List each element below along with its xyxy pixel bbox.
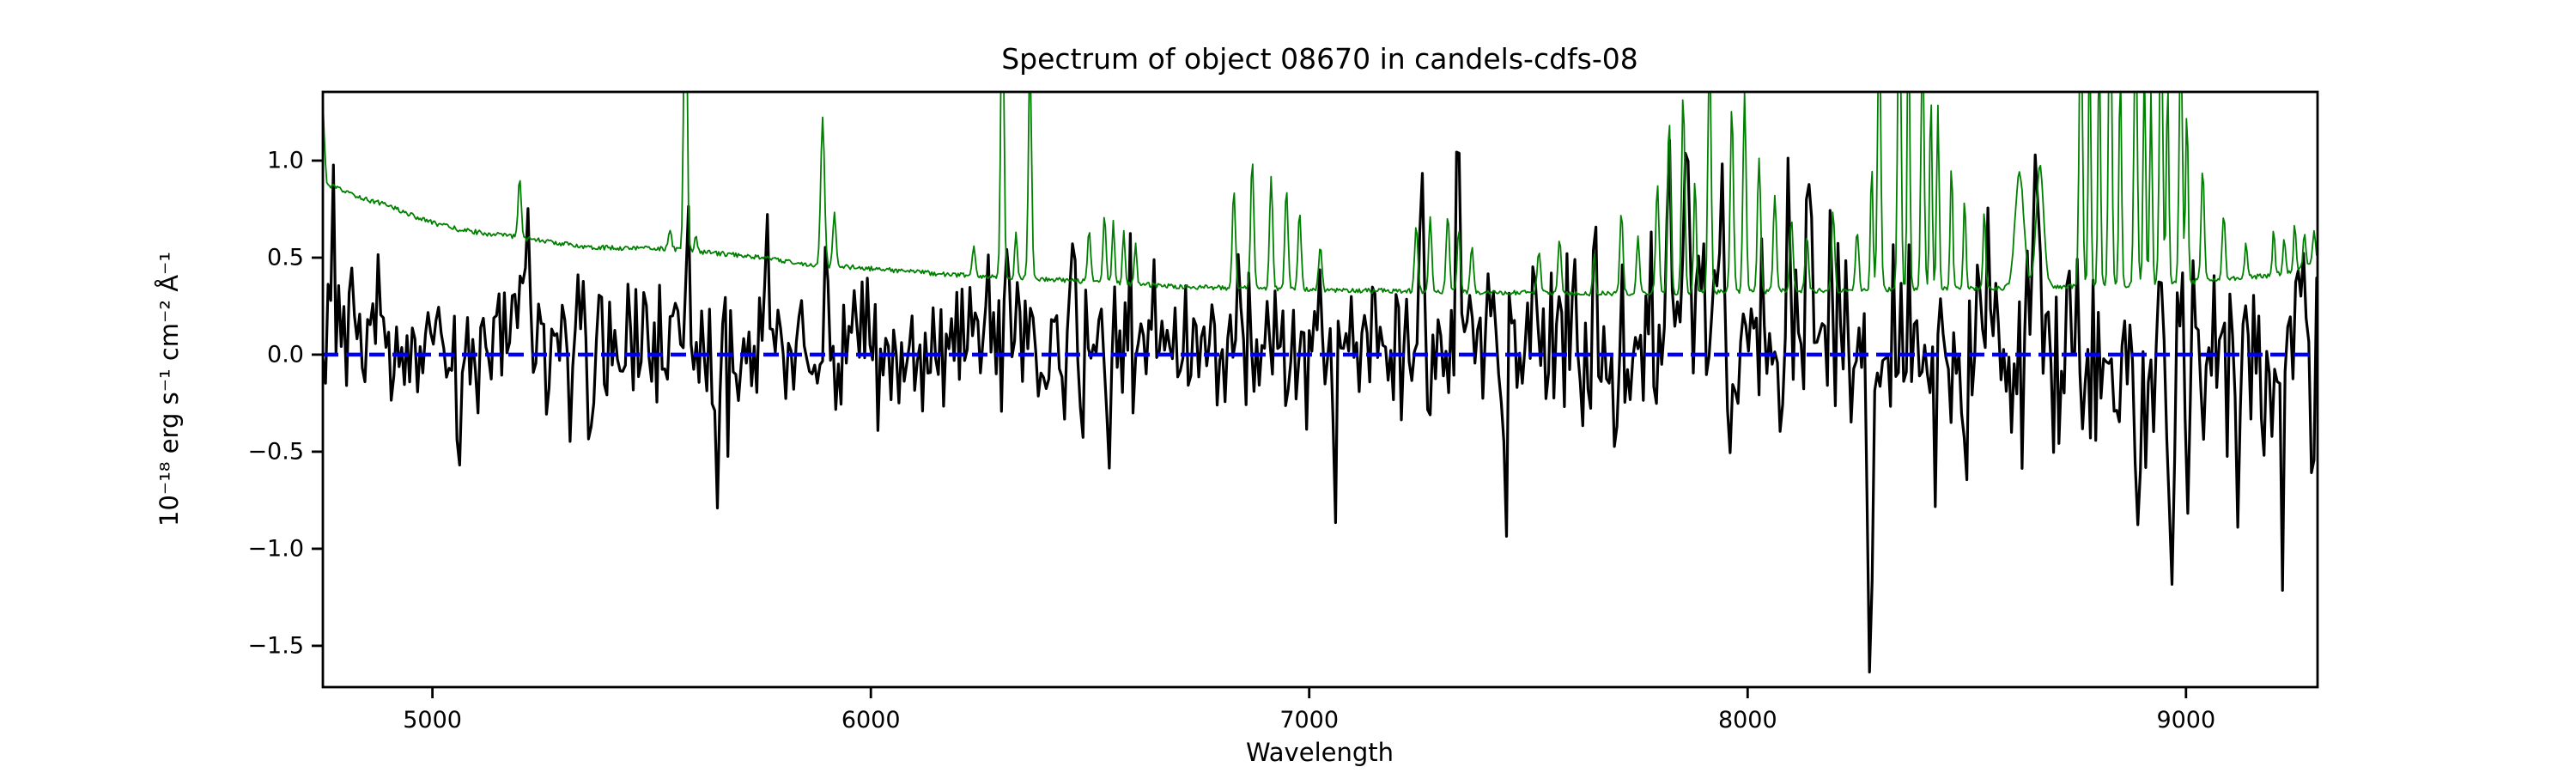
flux-spectrum-line: [323, 138, 2318, 674]
sky-spectrum-line: [323, 92, 2318, 297]
x-tick-label: 9000: [2156, 707, 2215, 733]
y-tick-label: −1.5: [247, 632, 304, 659]
y-tick-label: 1.0: [267, 148, 304, 174]
y-axis-ticks: 1.0 0.5 0.0 −0.5 −1.0 −1.5: [247, 148, 323, 659]
y-tick-label: −1.0: [247, 535, 304, 562]
chart-title: Spectrum of object 08670 in candels-cdfs…: [1001, 42, 1638, 76]
x-tick-label: 7000: [1279, 707, 1339, 733]
x-tick-label: 5000: [403, 707, 462, 733]
x-tick-label: 6000: [841, 707, 901, 733]
y-axis-label: 10⁻¹⁸ erg s⁻¹ cm⁻² Å⁻¹: [155, 252, 184, 526]
x-axis-ticks: 5000 6000 7000 8000 9000: [403, 687, 2215, 733]
y-tick-label: −0.5: [247, 438, 304, 465]
x-tick-label: 8000: [1718, 707, 1777, 733]
y-tick-label: 0.0: [267, 341, 304, 368]
x-axis-label: Wavelength: [1246, 738, 1394, 767]
axes-frame: [321, 90, 2319, 689]
y-tick-label: 0.5: [267, 245, 304, 271]
